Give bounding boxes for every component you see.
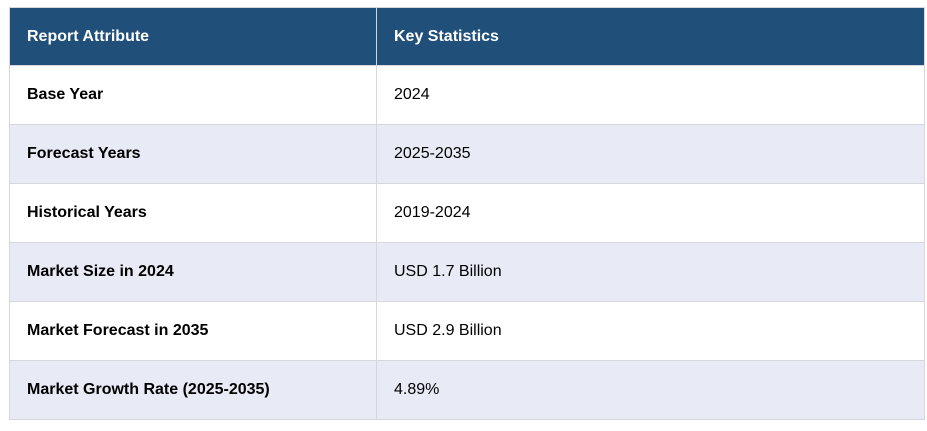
value-cell: USD 2.9 Billion bbox=[376, 301, 925, 361]
table-row: Market Size in 2024 USD 1.7 Billion bbox=[9, 242, 925, 302]
attribute-cell: Forecast Years bbox=[9, 124, 377, 184]
table-row: Forecast Years 2025-2035 bbox=[9, 124, 925, 184]
attribute-cell: Market Forecast in 2035 bbox=[9, 301, 377, 361]
value-cell: 4.89% bbox=[376, 360, 925, 420]
attribute-cell: Market Size in 2024 bbox=[9, 242, 377, 302]
value-cell: 2019-2024 bbox=[376, 183, 925, 243]
value-cell: 2025-2035 bbox=[376, 124, 925, 184]
column-header-key-statistics: Key Statistics bbox=[376, 7, 925, 66]
attribute-cell: Base Year bbox=[9, 65, 377, 125]
table-row: Base Year 2024 bbox=[9, 65, 925, 125]
table-row: Market Forecast in 2035 USD 2.9 Billion bbox=[9, 301, 925, 361]
table-header-row: Report Attribute Key Statistics bbox=[9, 7, 925, 66]
table-row: Market Growth Rate (2025-2035) 4.89% bbox=[9, 360, 925, 420]
report-statistics-table: Report Attribute Key Statistics Base Yea… bbox=[9, 7, 925, 420]
attribute-cell: Market Growth Rate (2025-2035) bbox=[9, 360, 377, 420]
attribute-cell: Historical Years bbox=[9, 183, 377, 243]
value-cell: 2024 bbox=[376, 65, 925, 125]
value-cell: USD 1.7 Billion bbox=[376, 242, 925, 302]
table-row: Historical Years 2019-2024 bbox=[9, 183, 925, 243]
column-header-report-attribute: Report Attribute bbox=[9, 7, 377, 66]
